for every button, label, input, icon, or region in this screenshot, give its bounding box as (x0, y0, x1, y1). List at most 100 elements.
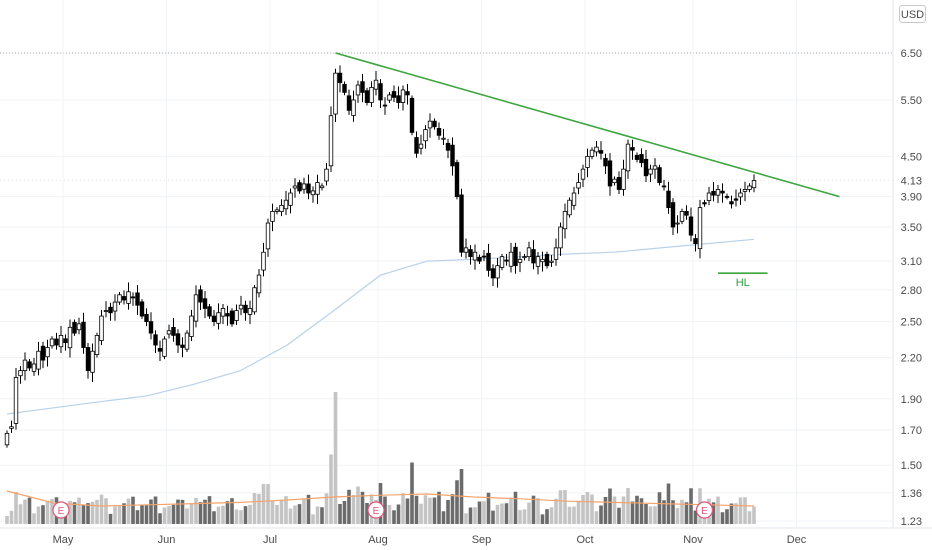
volume-bar (329, 454, 333, 524)
candle (463, 238, 469, 259)
candle-body (13, 376, 19, 424)
candle (310, 186, 316, 203)
volume-bar (81, 505, 86, 524)
earnings-marker (695, 501, 714, 519)
volume-bar (252, 493, 257, 524)
volume-bar (351, 495, 356, 524)
candle (315, 174, 320, 205)
candle (346, 89, 352, 115)
candle-body (504, 259, 509, 262)
x-tick-label: Jul (263, 534, 277, 546)
candle-body (4, 432, 10, 446)
candle-body (711, 190, 716, 196)
candle-body (81, 321, 86, 348)
candle-body (63, 338, 68, 344)
volume-bar (711, 502, 716, 524)
volume-bar (86, 503, 90, 524)
candle-body (576, 182, 581, 189)
candle-body (67, 326, 73, 349)
candle (513, 242, 518, 274)
volume-bar (149, 499, 153, 524)
volume-bar (639, 498, 644, 524)
candle-body (225, 313, 230, 317)
candle (171, 318, 176, 342)
candle (306, 174, 311, 200)
candle (382, 97, 388, 115)
volume-bar (716, 496, 720, 524)
candle (733, 189, 739, 207)
candle (72, 319, 77, 336)
volume-bar (644, 504, 648, 524)
candle-body (463, 247, 469, 253)
candle (324, 163, 329, 186)
candle (139, 299, 145, 319)
candle-body (616, 177, 622, 190)
volume-bar (464, 513, 468, 524)
volume-bar (671, 500, 675, 524)
candle (81, 312, 86, 354)
volume-bar (194, 498, 198, 524)
volume-bar (27, 497, 32, 524)
volume-bar (725, 509, 729, 524)
candle (585, 148, 590, 178)
volume-bar (387, 505, 392, 524)
candle (90, 343, 95, 383)
candle (247, 300, 253, 325)
earnings-marker (52, 501, 70, 519)
candle-body (139, 301, 145, 317)
candle-body (301, 183, 307, 190)
volume-bar (473, 507, 477, 524)
candle-body (126, 291, 131, 304)
y-tick-label: 1.23 (901, 516, 922, 528)
candle-body (652, 165, 658, 170)
y-tick-label: 1.70 (901, 425, 922, 437)
candle (256, 268, 262, 298)
candle-body (76, 323, 82, 331)
candle (252, 284, 257, 315)
candle-body (274, 209, 280, 212)
candle-body (121, 296, 127, 301)
candle-body (603, 157, 608, 167)
candle (238, 295, 244, 316)
candle (720, 183, 725, 203)
candle-body (297, 182, 302, 192)
candle (288, 188, 293, 214)
time-axis[interactable]: May Jun Jul Aug Sep Oct Nov Dec (53, 534, 807, 546)
volume-bar (747, 511, 752, 524)
candle (283, 190, 289, 216)
candle-body (634, 154, 640, 160)
volume-bar (635, 495, 639, 524)
candle-body (166, 330, 172, 335)
volume-bar (581, 495, 585, 524)
volume-bar (693, 510, 698, 524)
candle-body (99, 315, 104, 341)
candle (544, 251, 550, 269)
volume-bar (734, 503, 738, 524)
candle-body (585, 155, 590, 168)
candle-body (684, 211, 689, 216)
candle (715, 185, 721, 204)
volume-bar (41, 505, 45, 524)
price-axis[interactable]: 6.50 5.50 4.50 4.13 3.90 3.50 3.10 2.80 2.50 2.20… (901, 48, 922, 528)
candle (621, 159, 626, 196)
volume-bar (653, 506, 657, 524)
candle-body (679, 211, 685, 222)
earnings-label: E (373, 506, 380, 517)
volume-bar (599, 505, 603, 524)
candle-body (522, 256, 527, 259)
chart-annotations: HL E E E (52, 52, 840, 519)
candle (328, 106, 334, 173)
candle (292, 178, 298, 198)
candle-body (103, 310, 109, 312)
y-tick-label: 1.50 (901, 460, 922, 472)
candle-body (427, 120, 433, 129)
candle (738, 188, 743, 205)
y-tick-label: 2.80 (901, 285, 922, 297)
candle-body (171, 326, 176, 336)
candle-body (580, 168, 586, 180)
volume-bar (743, 497, 747, 524)
currency-badge[interactable]: USD (899, 5, 926, 23)
candle-body (459, 194, 464, 253)
volume-bar (630, 501, 635, 524)
